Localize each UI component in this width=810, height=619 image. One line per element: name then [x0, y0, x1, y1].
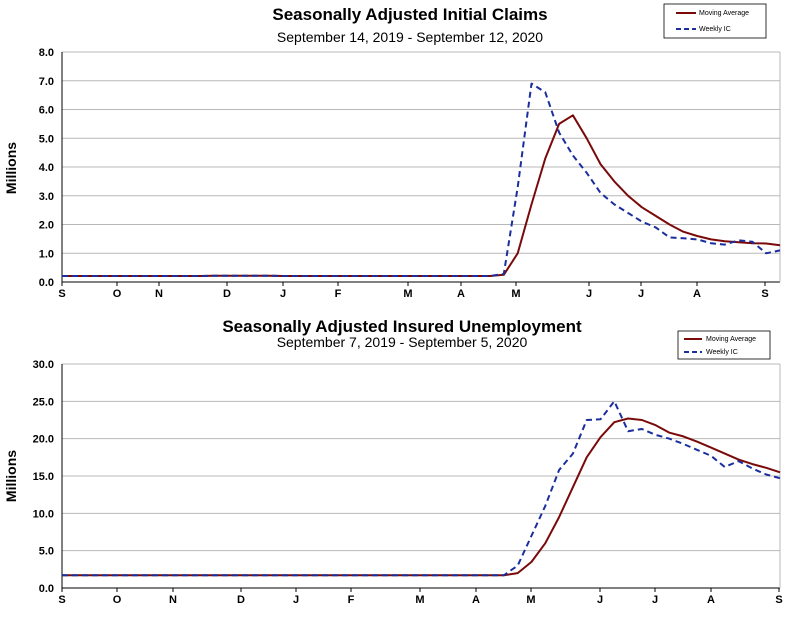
x-tick-label: O: [113, 594, 122, 606]
chart-title: Seasonally Adjusted Insured Unemployment: [222, 317, 582, 336]
x-tick-label: F: [335, 288, 342, 300]
chart-title: Seasonally Adjusted Initial Claims: [272, 5, 547, 24]
x-tick-label: D: [237, 594, 245, 606]
x-tick-label: O: [113, 288, 122, 300]
chart-subtitle: September 14, 2019 - September 12, 2020: [277, 29, 543, 45]
legend-label-weekly-ic: Weekly IC: [699, 26, 731, 33]
y-tick-label: 5.0: [39, 133, 54, 145]
x-tick-label: N: [155, 288, 163, 300]
legend-label-weekly-ic: Weekly IC: [706, 349, 738, 356]
y-tick-label: 8.0: [39, 47, 54, 59]
y-tick-label: 0.0: [39, 583, 54, 595]
series-line-moving-average: [62, 417, 781, 577]
x-tick-label: M: [526, 594, 535, 606]
plot-area: 0.0 5.0 10.0 15.0 20.0 25.0 30.0 S O N D J F M A M J J A S: [33, 359, 783, 606]
x-tick-label: J: [638, 288, 644, 300]
legend: Moving Average Weekly IC: [663, 3, 767, 39]
legend-box: [677, 330, 771, 360]
series-line-weekly-ic: [62, 400, 781, 577]
x-tick-label: J: [280, 288, 286, 300]
initial-claims-chart: Seasonally Adjusted Initial Claims Septe…: [3, 3, 781, 300]
y-axis-label: Millions: [3, 142, 19, 194]
y-tick-label: 6.0: [39, 105, 54, 117]
legend-label-moving-average: Moving Average: [699, 10, 749, 17]
x-tick-label: A: [472, 594, 480, 606]
x-tick-label: A: [693, 288, 701, 300]
y-tick-label: 5.0: [39, 546, 54, 558]
y-tick-label: 7.0: [39, 76, 54, 88]
y-tick-label: 3.0: [39, 191, 54, 203]
y-axis-label: Millions: [3, 450, 19, 502]
x-tick-label: J: [293, 594, 299, 606]
y-tick-label: 15.0: [33, 471, 54, 483]
x-tick-label: S: [58, 288, 65, 300]
plot-area: 0.0 1.0 2.0 3.0 4.0 5.0 6.0 7.0 8.0 S O N D J F M A M J J A S: [39, 47, 781, 300]
x-tick-label: M: [403, 288, 412, 300]
x-tick-label: S: [775, 594, 782, 606]
y-tick-label: 0.0: [39, 277, 54, 289]
x-tick-label: M: [415, 594, 424, 606]
y-tick-label: 30.0: [33, 359, 54, 371]
x-tick-label: D: [223, 288, 231, 300]
x-tick-label: N: [169, 594, 177, 606]
series-line-moving-average: [62, 114, 781, 277]
x-tick-label: S: [761, 288, 768, 300]
x-tick-label: A: [457, 288, 465, 300]
series-line-weekly-ic: [62, 82, 781, 277]
legend-box: [663, 3, 767, 39]
x-tick-label: J: [597, 594, 603, 606]
x-tick-label: F: [348, 594, 355, 606]
y-tick-label: 20.0: [33, 434, 54, 446]
chart-subtitle: September 7, 2019 - September 5, 2020: [277, 334, 528, 350]
y-tick-label: 25.0: [33, 396, 54, 408]
x-tick-label: S: [58, 594, 65, 606]
legend: Moving Average Weekly IC: [677, 330, 771, 360]
insured-unemployment-chart: Seasonally Adjusted Insured Unemployment…: [3, 317, 783, 606]
x-tick-label: J: [586, 288, 592, 300]
y-tick-label: 4.0: [39, 162, 54, 174]
x-tick-label: J: [652, 594, 658, 606]
legend-label-moving-average: Moving Average: [706, 336, 756, 343]
y-tick-label: 10.0: [33, 508, 54, 520]
x-tick-label: A: [707, 594, 715, 606]
y-tick-label: 2.0: [39, 220, 54, 232]
y-tick-label: 1.0: [39, 248, 54, 260]
x-tick-label: M: [511, 288, 520, 300]
